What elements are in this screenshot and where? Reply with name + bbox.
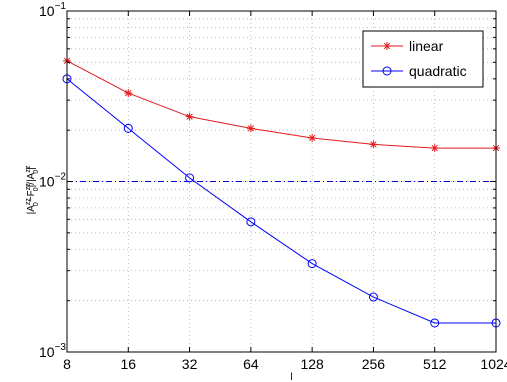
legend-label-linear: linear [409,38,444,54]
data-point-linear [430,144,439,153]
star-stroke [431,144,438,152]
y-label-sup3: zz [25,165,32,173]
x-axis-label: l [290,372,292,382]
y-tick-label: 10−3 [39,342,66,360]
data-point-linear [246,124,255,133]
data-point-quadratic [368,292,378,302]
legend: linear quadratic [362,30,484,88]
data-point-linear [124,89,133,98]
x-tick-label: 16 [120,356,136,372]
y-tick-exponent: −2 [55,172,67,183]
series-line-linear [66,60,496,149]
y-axis: 10−110−210−3 [39,1,496,360]
x-tick-label: 256 [362,356,386,372]
y-tick-base: 10 [39,174,55,190]
star-stroke [186,113,193,120]
data-point-linear [369,140,378,149]
y-label-mid: −F [26,190,37,202]
legend-marker-quadratic [382,66,392,76]
data-point-quadratic [307,259,317,269]
data-point-quadratic [185,173,195,183]
star-stroke [370,141,377,148]
y-label-sup2: zz [25,183,32,191]
y-tick-exponent: −3 [55,342,67,353]
legend-box [362,30,484,88]
y-axis-label: |Azz0−Fzz0|/|Azz0| [25,165,40,214]
y-label-sub1: 0 [33,202,40,206]
legend-label-quadratic: quadratic [409,63,467,79]
y-label-pre: |A [26,205,37,215]
y-label-sub2: 0 [33,187,40,191]
x-axis: 8 16 32 64 128 256 512 1024 [63,11,507,372]
y-label-sup1: zz [25,198,32,206]
y-tick-label: 10−1 [39,1,66,19]
y-tick-base: 10 [39,3,55,19]
star-stroke [308,134,316,142]
x-tick-label: 64 [243,356,259,372]
x-tick-label: 32 [182,356,198,372]
star-stroke [383,42,391,50]
data-point-quadratic [430,318,440,328]
y-tick-base: 10 [39,344,55,360]
data-point-linear [185,112,194,121]
y-tick-exponent: −1 [55,1,67,12]
x-tick-label: 512 [423,356,447,372]
y-tick-label: 10−2 [39,172,66,190]
star-stroke [247,125,255,132]
x-tick-label: 1024 [480,356,507,372]
y-label-mid2: |/|A [26,172,37,187]
y-label-sub3: 0 [33,170,40,174]
data-point-quadratic [246,217,256,227]
y-label-post: | [26,167,37,170]
x-tick-label: 128 [300,356,324,372]
data-point-linear [308,133,317,142]
star-stroke [125,89,132,97]
legend-marker-linear [383,42,391,50]
series-line-quadratic [66,78,496,324]
data-point-quadratic [123,123,133,133]
x-tick-label: 8 [63,356,71,372]
